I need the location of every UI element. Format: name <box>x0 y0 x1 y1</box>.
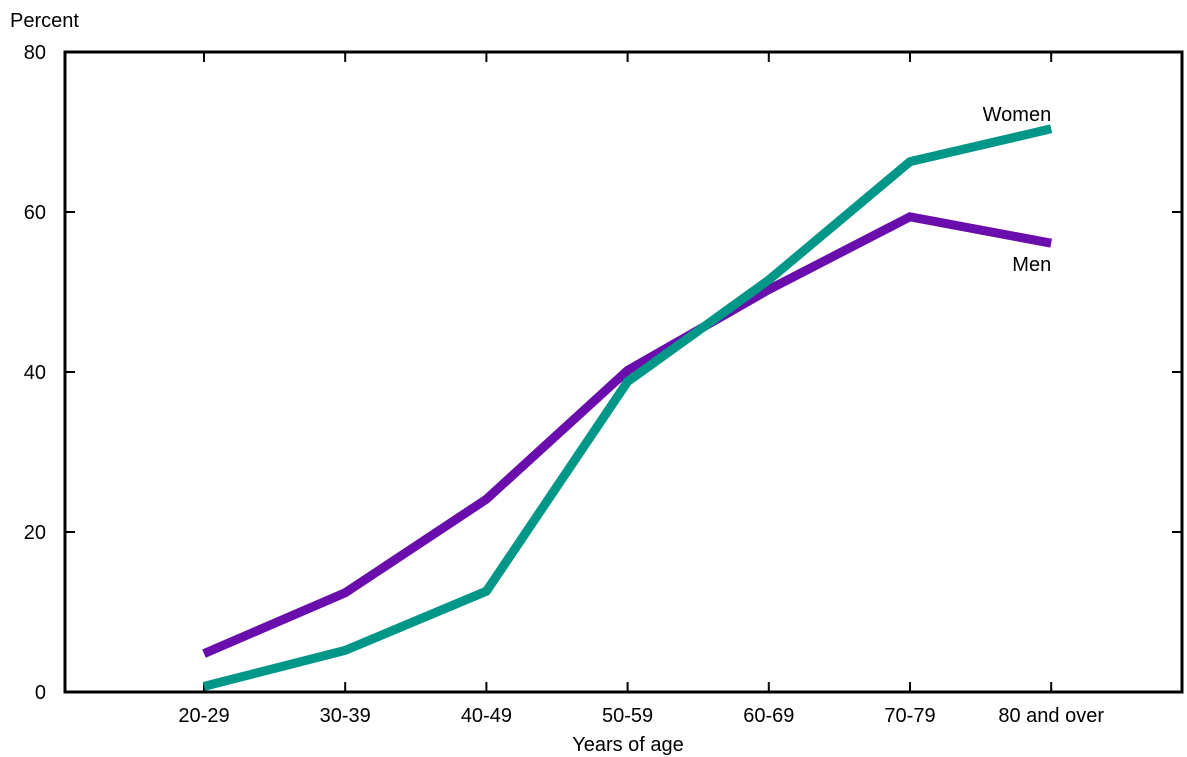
y-tick-label: 40 <box>24 362 46 384</box>
y-tick-label: 60 <box>24 202 46 224</box>
series-label-women: Women <box>983 104 1052 126</box>
x-tick-label: 40-49 <box>461 705 512 727</box>
x-tick-label: 80 and over <box>998 705 1104 727</box>
x-tick-label: 50-59 <box>602 705 653 727</box>
series-lines: Men Women <box>202 104 1053 691</box>
x-tick-label: 70-79 <box>884 705 935 727</box>
series-line-women <box>202 124 1053 691</box>
series-label-men: Men <box>1012 254 1051 276</box>
y-tick-label: 20 <box>24 522 46 544</box>
series-line-men <box>202 212 1053 658</box>
y-axis-label: Percent <box>10 10 79 32</box>
chart-labels: Percent Years of age <box>10 10 684 756</box>
axis-ticks: 0 20 40 60 80 20-29 30-39 40-49 50-59 60-69 70-79 8… <box>24 42 1182 727</box>
y-tick-label: 0 <box>35 682 46 704</box>
x-tick-label: 60-69 <box>743 705 794 727</box>
x-tick-label: 30-39 <box>320 705 371 727</box>
x-tick-label: 20-29 <box>178 705 229 727</box>
y-tick-label: 80 <box>24 42 46 64</box>
x-axis-label: Years of age <box>572 734 684 756</box>
